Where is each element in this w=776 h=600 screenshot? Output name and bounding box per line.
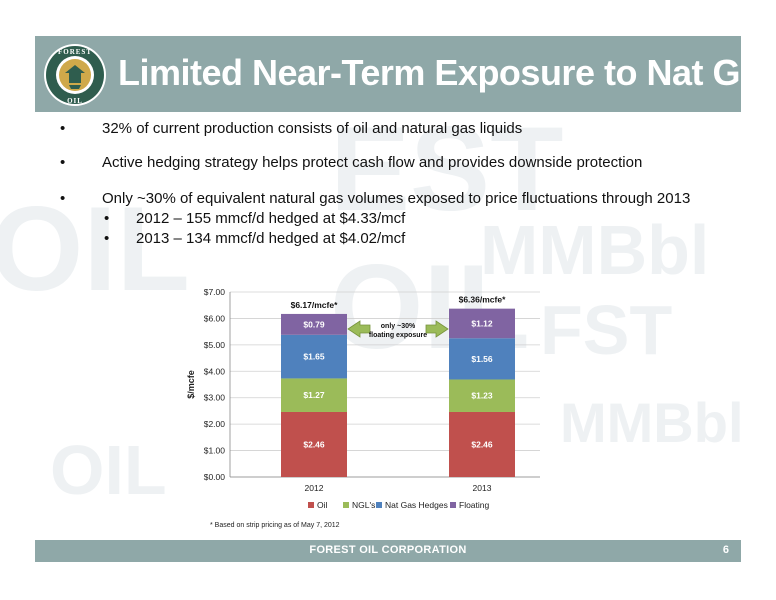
- x-tick-label: 2013: [473, 483, 492, 493]
- sub-bullet-text: 2012 – 155 mmcf/d hedged at $4.33/mcf: [136, 210, 406, 227]
- y-tick-label: $7.00: [204, 287, 226, 297]
- logo-text-bottom: OIL: [67, 97, 83, 105]
- y-tick-label: $2.00: [204, 419, 226, 429]
- legend-swatch: [308, 502, 314, 508]
- annotation-text: only ~30%: [381, 323, 416, 330]
- bullet-text: Only ~30% of equivalent natural gas volu…: [102, 190, 691, 207]
- left-arrow: [347, 320, 371, 338]
- data-label: $2.46: [303, 439, 325, 449]
- footer-text: FOREST OIL CORPORATION: [309, 544, 467, 556]
- bullet-dot: •: [60, 190, 66, 207]
- data-label: $1.23: [471, 391, 493, 401]
- bar-segment: [449, 338, 515, 380]
- legend-label: NGL's: [352, 500, 375, 510]
- watermark: MMBbl: [480, 211, 710, 289]
- data-label: $2.46: [471, 439, 493, 449]
- sub-bullet-text: 2013 – 134 mmcf/d hedged at $4.02/mcf: [136, 230, 406, 247]
- bar-segment: [281, 378, 347, 412]
- bar-segment: [281, 334, 347, 379]
- watermark: MMBbl: [560, 391, 744, 454]
- bullet-dot: •: [60, 120, 66, 137]
- stacked-bar-chart: $0.00 $1.00 $2.00 $3.00 $4.00 $5.00 $6.00 $7.00…: [186, 287, 540, 529]
- forest-oil-logo: FOREST OIL: [44, 44, 106, 106]
- bar-segment: [281, 411, 347, 477]
- watermark: OIL: [50, 431, 167, 509]
- bullet-text: Active hedging strategy helps protect ca…: [102, 154, 643, 171]
- legend-label: Nat Gas Hedges: [385, 500, 448, 510]
- title-bar: [35, 36, 741, 112]
- legend-swatch: [450, 502, 456, 508]
- right-arrow: [425, 320, 449, 338]
- footnote: * Based on strip pricing as of May 7, 20…: [210, 522, 340, 529]
- bullet-dot: •: [60, 154, 66, 171]
- y-tick-label: $5.00: [204, 340, 226, 350]
- data-label: $1.65: [303, 352, 325, 362]
- legend-label: Oil: [317, 500, 328, 510]
- footer-bar: FOREST OIL CORPORATION 6: [35, 540, 741, 562]
- logo-text-top: FOREST: [58, 48, 92, 56]
- watermark: OIL: [0, 182, 190, 316]
- y-tick-label: $3.00: [204, 393, 226, 403]
- data-label: $1.27: [303, 390, 325, 400]
- x-tick-label: 2012: [305, 483, 324, 493]
- bullet-text: 32% of current production consists of oi…: [102, 120, 523, 137]
- bar-segment: [449, 411, 515, 477]
- y-tick-label: $6.00: [204, 313, 226, 323]
- legend-swatch: [376, 502, 382, 508]
- data-label: $1.12: [471, 318, 493, 328]
- bullet-dot: •: [104, 230, 110, 247]
- bullet-dot: •: [104, 210, 110, 227]
- y-tick-label: $4.00: [204, 366, 226, 376]
- y-axis-label: $/mcfe: [186, 370, 196, 399]
- legend-label: Floating: [459, 500, 490, 510]
- y-tick-label: $0.00: [204, 472, 226, 482]
- bar-segment: [449, 379, 515, 412]
- total-label: $6.36/mcfe*: [459, 295, 506, 305]
- bar-segment: [449, 308, 515, 339]
- legend-swatch: [343, 502, 349, 508]
- watermark: FST: [540, 291, 673, 369]
- data-label: $0.79: [303, 319, 325, 329]
- slide-title: Limited Near-Term Exposure to Nat Gas: [118, 52, 776, 93]
- data-label: $1.56: [471, 354, 493, 364]
- y-tick-label: $1.00: [204, 446, 226, 456]
- total-label: $6.17/mcfe*: [291, 300, 338, 310]
- bar-segment: [281, 313, 347, 335]
- page-number: 6: [722, 544, 729, 556]
- annotation-text: floating exposure: [369, 332, 427, 339]
